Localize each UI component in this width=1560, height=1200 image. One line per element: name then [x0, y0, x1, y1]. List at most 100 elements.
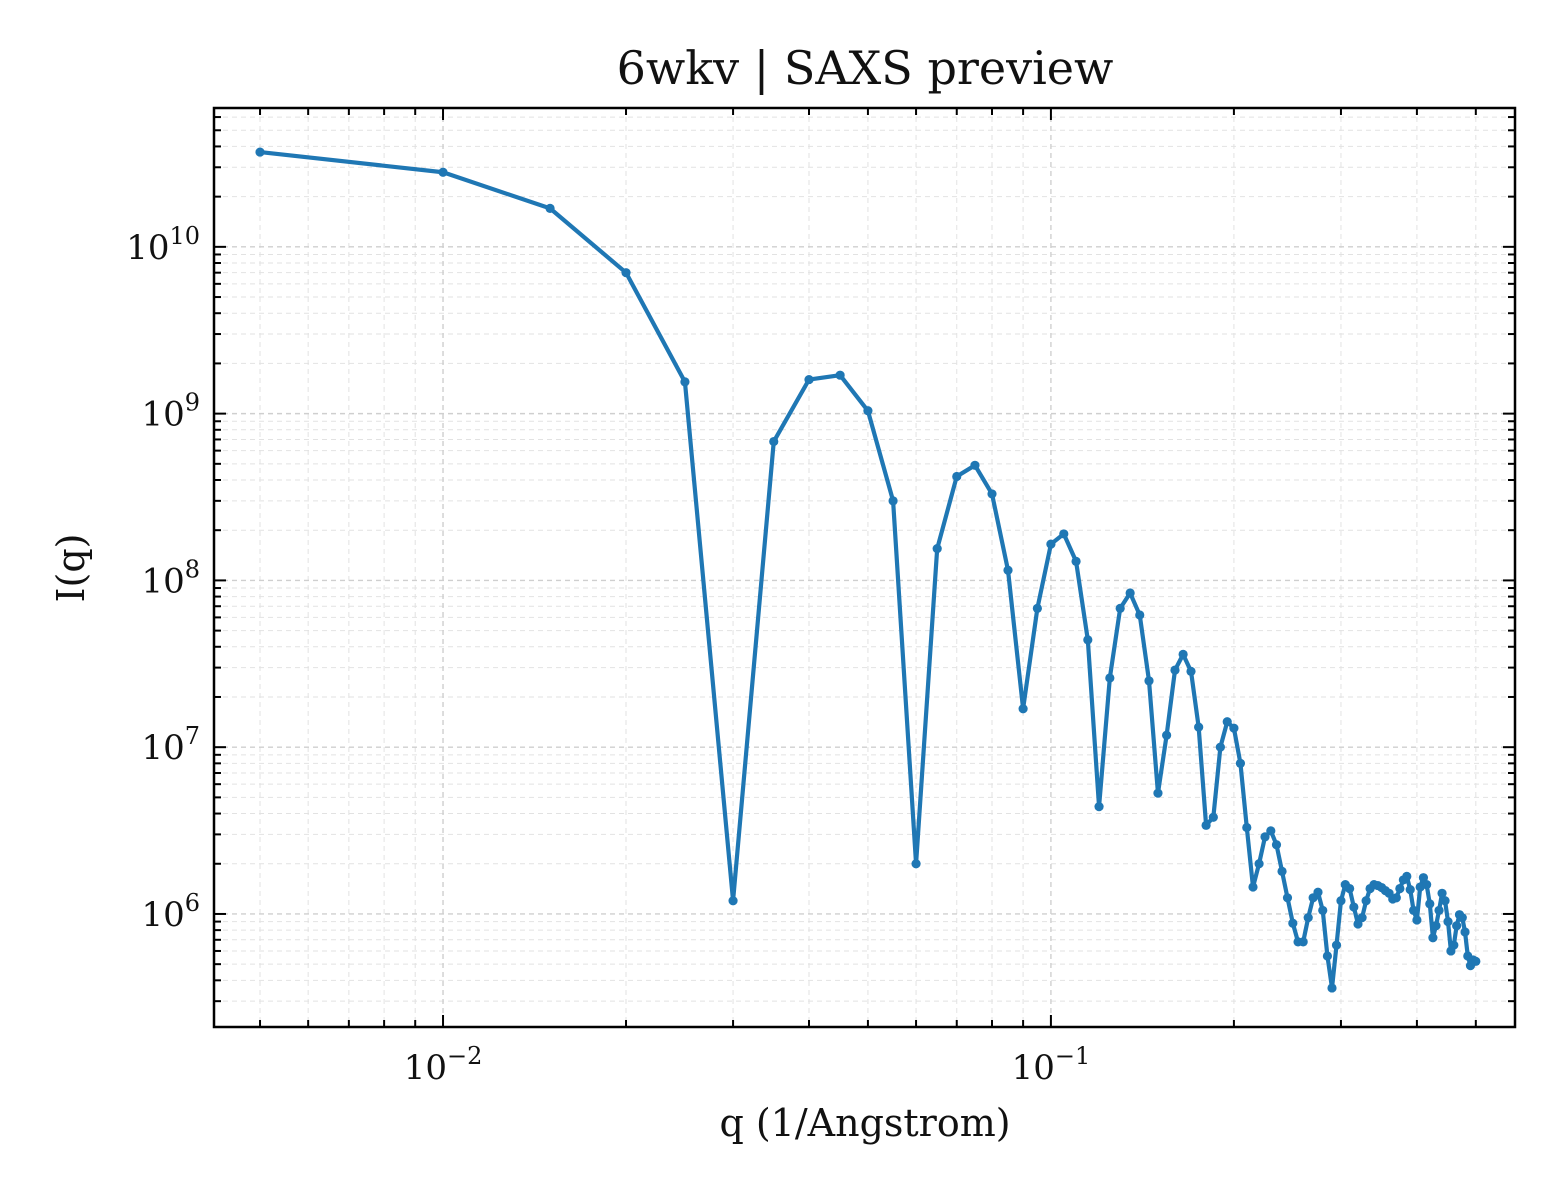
data-point	[1361, 896, 1371, 906]
data-point	[1443, 916, 1453, 927]
x-axis-label: q (1/Angstrom)	[719, 1101, 1010, 1145]
data-point	[835, 370, 845, 380]
data-point	[1457, 913, 1467, 923]
data-point	[1422, 879, 1432, 890]
major-gridlines	[214, 108, 1515, 1027]
data-point	[1266, 826, 1276, 836]
data-point	[1440, 896, 1450, 906]
data-point	[1331, 940, 1342, 950]
data-point	[1357, 913, 1367, 923]
y-tick-label: 1010	[126, 222, 200, 268]
data-point	[1277, 866, 1287, 876]
data-point	[1431, 921, 1441, 931]
data-point	[1402, 871, 1412, 881]
data-point	[1313, 887, 1323, 897]
data-point	[1391, 893, 1401, 903]
data-point	[863, 406, 873, 416]
data-point	[1405, 884, 1415, 895]
data-point	[1449, 940, 1459, 950]
tick-labels: 10−2 10−1 106 107 108 109 1010	[126, 222, 1090, 1088]
data-point	[1349, 902, 1359, 912]
data-point	[438, 167, 448, 177]
data-point	[1428, 933, 1438, 943]
data-point	[1248, 882, 1258, 892]
data-point	[987, 489, 997, 499]
data-point	[1018, 704, 1028, 714]
data-point	[932, 544, 942, 554]
plot-frame	[212, 106, 1517, 1029]
data-point	[1170, 665, 1180, 675]
data-point	[1395, 883, 1405, 894]
data-point	[1235, 758, 1246, 768]
data-point	[1452, 921, 1462, 931]
data-point	[1083, 635, 1093, 645]
x-tick-label: 10−1	[1012, 1042, 1091, 1088]
data-point	[1162, 730, 1172, 740]
data-point	[1003, 565, 1013, 575]
data-point	[804, 374, 814, 385]
data-point	[1345, 883, 1355, 894]
data-point	[1201, 820, 1211, 830]
data-point	[621, 268, 631, 278]
y-tick-label: 108	[141, 555, 200, 601]
data-point	[1282, 893, 1293, 903]
data-point	[255, 147, 265, 157]
data-point	[1135, 610, 1145, 620]
data-point	[970, 460, 980, 470]
data-point	[1260, 832, 1270, 842]
data-point	[1194, 722, 1204, 732]
data-point	[1059, 529, 1069, 539]
x-tick-label: 10−2	[404, 1042, 483, 1088]
data-point	[1318, 905, 1328, 916]
data-point	[1288, 918, 1298, 928]
data-point	[1425, 899, 1435, 909]
data-point	[1178, 649, 1188, 660]
data-point	[1215, 742, 1225, 752]
data-point	[1254, 859, 1264, 869]
data-point	[1418, 873, 1429, 883]
data-point	[1153, 788, 1163, 798]
data-point	[1322, 951, 1333, 961]
data-point	[1229, 723, 1239, 733]
data-point	[952, 471, 962, 482]
data-point	[1412, 915, 1422, 925]
data-point	[1094, 802, 1104, 812]
minor-gridlines	[214, 108, 1515, 1027]
data-point	[1437, 888, 1447, 898]
data-point	[1336, 896, 1346, 906]
data-point	[1071, 556, 1081, 566]
data-point	[1303, 913, 1313, 923]
data-point	[1105, 673, 1115, 683]
y-tick-label: 106	[141, 889, 200, 935]
data-point	[680, 377, 690, 387]
data-point	[1115, 603, 1125, 613]
chart-title: 6wkv | SAXS preview	[617, 41, 1114, 95]
data-point	[1408, 905, 1419, 916]
data-point	[888, 496, 898, 506]
y-tick-label: 107	[141, 722, 200, 768]
data-point	[1208, 812, 1218, 822]
data-point	[1032, 603, 1042, 613]
y-axis-label: I(q)	[49, 534, 93, 603]
data-point	[1222, 717, 1232, 727]
data-point	[1242, 822, 1252, 833]
data-point	[1460, 927, 1470, 937]
y-tick-label: 109	[141, 389, 200, 435]
data-point	[1271, 840, 1282, 850]
data-point	[1125, 588, 1135, 598]
data-point	[1327, 983, 1337, 993]
data-point	[1186, 666, 1196, 676]
series-line	[257, 149, 1478, 991]
data-point	[1434, 905, 1444, 916]
data-point	[545, 203, 555, 214]
series-layer	[255, 147, 1481, 993]
data-point	[911, 859, 921, 869]
data-point	[1298, 937, 1308, 947]
data-point	[1144, 676, 1154, 686]
data-point	[1471, 956, 1481, 966]
data-point	[728, 896, 738, 906]
data-point	[769, 436, 779, 447]
data-point	[1046, 539, 1056, 549]
